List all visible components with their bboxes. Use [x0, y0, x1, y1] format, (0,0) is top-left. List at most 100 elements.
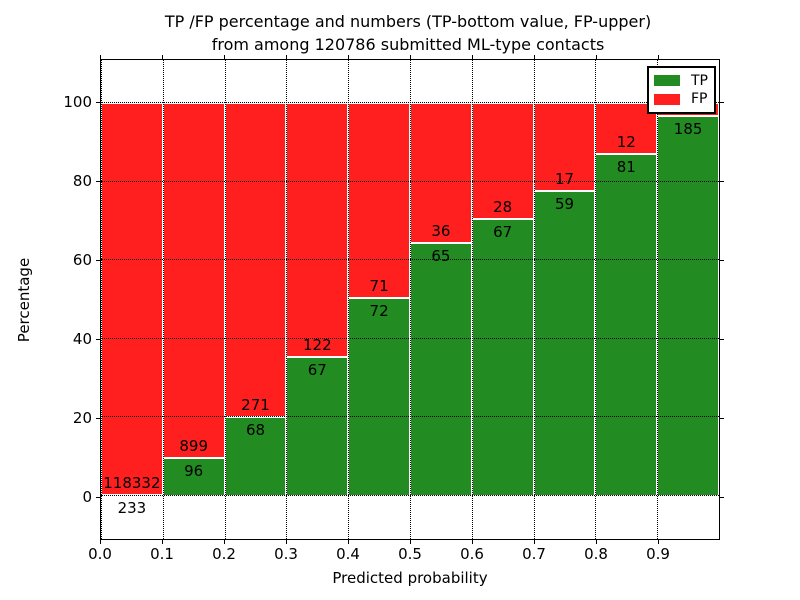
chart-title-line1: TP /FP percentage and numbers (TP-bottom…: [164, 12, 652, 31]
x-tick-label: 0.2: [212, 545, 236, 563]
tp-count-label: 185: [673, 119, 703, 138]
chart-title-line2: from among 120786 submitted ML-type cont…: [211, 35, 605, 54]
tp-count-label: 72: [369, 302, 389, 321]
x-tick-label: 0.9: [646, 545, 670, 563]
y-tick-right: [720, 181, 724, 183]
x-gridline: [348, 60, 350, 539]
tp-count-label: 67: [493, 222, 513, 241]
x-tick-top: [348, 55, 349, 59]
x-tick-label: 0.4: [336, 545, 360, 563]
bar-tp-segment: [533, 191, 596, 496]
bar-fp-segment: [286, 103, 349, 357]
y-tick-left: [96, 260, 100, 262]
x-tick-top: [162, 55, 163, 59]
x-tick-bottom: [348, 540, 349, 544]
legend-entry-tp: TP: [654, 73, 709, 89]
x-tick-bottom: [658, 540, 659, 544]
x-tick-bottom: [534, 540, 535, 544]
fp-count-label: 28: [493, 197, 513, 216]
x-gridline: [595, 60, 597, 539]
x-tick-top: [534, 55, 535, 59]
y-gridline: [101, 102, 719, 104]
x-tick-label: 0.5: [398, 545, 422, 563]
y-tick-right: [720, 417, 724, 419]
x-gridline: [224, 60, 226, 539]
tp-count-label: 96: [184, 461, 204, 480]
legend: TP FP: [647, 66, 716, 114]
x-tick-bottom: [472, 540, 473, 544]
x-tick-label: 0.6: [460, 545, 484, 563]
legend-label-fp: FP: [691, 91, 708, 108]
bar-fp-segment: [471, 103, 534, 219]
y-tick-right: [720, 260, 724, 262]
fp-count-label: 71: [369, 277, 389, 296]
x-tick-top: [658, 55, 659, 59]
y-tick-left: [96, 181, 100, 183]
bar-tp-segment: [410, 243, 472, 496]
y-gridline: [101, 416, 719, 418]
tp-count-label: 59: [554, 195, 575, 214]
y-tick-label: 20: [72, 408, 92, 427]
fp-count-label: 36: [431, 222, 451, 241]
bar-tp-segment: [471, 218, 534, 496]
y-tick-label: 40: [72, 329, 92, 348]
x-tick-bottom: [100, 540, 101, 544]
bar-fp-segment: [101, 103, 163, 496]
x-tick-top: [472, 55, 473, 59]
fp-count-label: 122: [302, 335, 332, 354]
y-gridline: [101, 494, 719, 496]
x-tick-label: 0.8: [584, 545, 608, 563]
legend-swatch-fp: [654, 93, 680, 105]
y-tick-label: 0: [82, 487, 92, 506]
y-tick-label: 60: [72, 251, 92, 270]
tp-count-label: 81: [616, 157, 636, 176]
x-tick-bottom: [596, 540, 597, 544]
y-tick-right: [720, 102, 724, 104]
x-gridline: [286, 60, 288, 539]
y-tick-left: [96, 102, 100, 104]
x-tick-bottom: [286, 540, 287, 544]
legend-label-tp: TP: [691, 72, 708, 89]
plot-area: 118332 233 899 96 271 68 122 67 71 72 36 65 28 67 17 59…: [100, 59, 720, 540]
x-tick-label: 0.7: [522, 545, 546, 563]
x-tick-top: [224, 55, 225, 59]
fp-count-label: 17: [554, 170, 575, 189]
x-tick-top: [286, 55, 287, 59]
x-tick-label: 0.0: [88, 545, 112, 563]
y-gridline: [101, 259, 719, 261]
tp-count-label: 65: [431, 247, 451, 266]
bar-fp-segment: [162, 103, 225, 458]
x-axis-label: Predicted probability: [332, 569, 488, 587]
x-gridline: [471, 60, 473, 539]
tp-count-label: 68: [245, 421, 266, 440]
y-tick-label: 80: [72, 172, 92, 191]
fp-count-label: 118332: [103, 474, 161, 493]
bar-tp-segment: [348, 298, 410, 496]
y-tick-label: 100: [63, 93, 92, 112]
chart-title: TP /FP percentage and numbers (TP-bottom…: [165, 10, 651, 56]
bar-tp-segment: [286, 356, 349, 496]
fp-count-label: 899: [179, 436, 209, 455]
y-tick-left: [96, 496, 100, 498]
x-tick-bottom: [410, 540, 411, 544]
x-tick-bottom: [162, 540, 163, 544]
x-gridline: [657, 60, 659, 539]
bar-fp-segment: [348, 103, 410, 299]
x-tick-top: [410, 55, 411, 59]
bar-fp-segment: [533, 103, 596, 192]
y-tick-left: [96, 417, 100, 419]
fp-count-label: 12: [616, 132, 636, 151]
x-tick-top: [100, 55, 101, 59]
y-tick-left: [96, 338, 100, 340]
tp-count-label: 233: [117, 499, 147, 518]
y-tick-right: [720, 496, 724, 498]
y-gridline: [101, 337, 719, 339]
x-tick-top: [596, 55, 597, 59]
legend-swatch-tp: [654, 75, 680, 87]
fp-count-label: 271: [241, 396, 270, 415]
tp-count-label: 67: [307, 360, 327, 379]
legend-entry-fp: FP: [654, 91, 709, 107]
x-tick-bottom: [224, 540, 225, 544]
x-gridline: [410, 60, 411, 539]
